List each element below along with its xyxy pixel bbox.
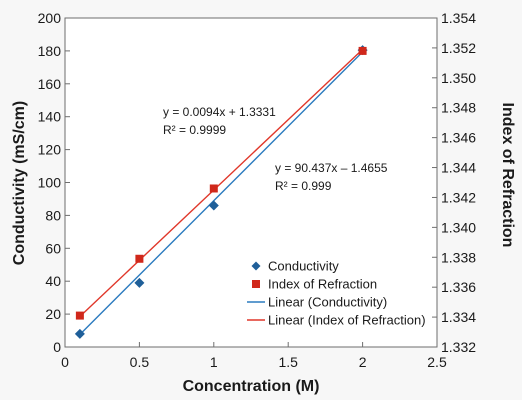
y-left-tick-label: 100 bbox=[38, 175, 62, 191]
data-point-index-of-refraction bbox=[75, 311, 84, 320]
legend: Conductivity Index of Refraction Linear (C… bbox=[247, 259, 426, 328]
y-left-tick-label: 200 bbox=[38, 10, 62, 26]
legend-marker-conductivity bbox=[251, 261, 261, 271]
y-right-tick-label: 1.334 bbox=[441, 309, 476, 325]
y-right-tick-label: 1.346 bbox=[441, 130, 476, 146]
data-point-index-of-refraction bbox=[135, 254, 144, 263]
y-right-tick-label: 1.336 bbox=[441, 279, 476, 295]
y-right-tick-label: 1.342 bbox=[441, 189, 476, 205]
x-axis-title: Concentration (M) bbox=[183, 378, 320, 395]
data-point-conductivity bbox=[134, 277, 145, 288]
y-right-tick-label: 1.348 bbox=[441, 100, 476, 116]
y-right-axis-title: Index of Refraction bbox=[499, 103, 516, 248]
legend-label: Linear (Conductivity) bbox=[268, 295, 387, 310]
data-point-layer bbox=[74, 45, 368, 339]
legend-label: Conductivity bbox=[268, 259, 339, 274]
x-tick-label: 0 bbox=[61, 354, 69, 370]
trendline-layer bbox=[79, 48, 364, 336]
y-left-tick-label: 80 bbox=[45, 207, 61, 223]
legend-label: Index of Refraction bbox=[268, 277, 377, 292]
trendline bbox=[79, 51, 364, 336]
equation-index-of-refraction: y = 0.0094x + 1.3331 bbox=[163, 105, 276, 119]
y-left-tick-label: 120 bbox=[38, 142, 62, 158]
r2-conductivity: R² = 0.999 bbox=[275, 179, 332, 193]
y-right-tick-label: 1.352 bbox=[441, 40, 476, 56]
legend-marker-index-of-refraction bbox=[252, 280, 260, 288]
y-right-tick-label: 1.338 bbox=[441, 249, 476, 265]
y-right-tick-label: 1.354 bbox=[441, 10, 476, 26]
y-left-tick-label: 140 bbox=[38, 109, 62, 125]
r2-index-of-refraction: R² = 0.9999 bbox=[163, 123, 226, 137]
x-tick-label: 1 bbox=[210, 354, 218, 370]
y-left-tick-label: 160 bbox=[38, 76, 62, 92]
x-tick-label: 2 bbox=[359, 354, 367, 370]
data-point-index-of-refraction bbox=[358, 46, 367, 55]
y-right-tick-label: 1.350 bbox=[441, 70, 476, 86]
plot-area bbox=[64, 17, 438, 348]
y-left-tick-label: 60 bbox=[45, 240, 61, 256]
data-point-index-of-refraction bbox=[209, 184, 218, 193]
y-left-tick-label: 20 bbox=[45, 306, 61, 322]
y-right-tick-label: 1.344 bbox=[441, 160, 476, 176]
equation-conductivity: y = 90.437x – 1.4655 bbox=[275, 161, 388, 175]
y-left-tick-label: 0 bbox=[53, 339, 61, 355]
y-left-tick-label: 40 bbox=[45, 273, 61, 289]
trendline bbox=[79, 48, 364, 318]
y-right-tick-label: 1.340 bbox=[441, 219, 476, 235]
legend-label: Linear (Index of Refraction) bbox=[268, 313, 426, 328]
data-point-conductivity bbox=[208, 200, 219, 211]
y-left-axis-title: Conductivity (mS/cm) bbox=[11, 101, 28, 265]
tick-layer: 0 0.5 1 1.5 2 2.5 0 20 40 60 80 100 120 140 160 180 200 1… bbox=[38, 10, 477, 370]
x-tick-label: 1.5 bbox=[278, 354, 298, 370]
x-tick-label: 2.5 bbox=[427, 354, 447, 370]
data-point-conductivity bbox=[74, 328, 85, 339]
x-tick-label: 0.5 bbox=[130, 354, 150, 370]
y-right-tick-label: 1.332 bbox=[441, 339, 476, 355]
y-left-tick-label: 180 bbox=[38, 43, 62, 59]
